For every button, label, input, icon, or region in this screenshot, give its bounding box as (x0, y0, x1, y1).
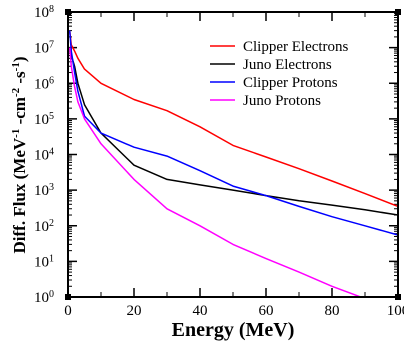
legend-label-0: Clipper Electrons (243, 39, 349, 55)
y-tick-label-0: 100 (34, 289, 54, 307)
legend: Clipper Electrons Juno Electrons Clipper… (210, 39, 349, 109)
x-tick-label-4: 80 (325, 303, 340, 319)
series-line-0 (68, 30, 398, 208)
x-tick-label-3: 60 (259, 303, 274, 319)
y-tick-label-1: 101 (34, 253, 54, 271)
series-line-1 (68, 47, 398, 216)
plot-frame (67, 11, 399, 298)
y-axis-label: Diff. Flux (MeV-1 -cm-2 -s-1) (10, 56, 29, 253)
frame-corner-2 (65, 294, 71, 300)
x-axis-label: Energy (MeV) (172, 319, 295, 341)
series-line-3 (68, 47, 363, 297)
legend-label-3: Juno Protons (243, 93, 321, 109)
y-tick-label-8: 108 (34, 4, 54, 22)
x-tick-label-1: 20 (127, 303, 142, 319)
x-tick-label-2: 40 (193, 303, 208, 319)
y-tick-label-7: 107 (34, 39, 54, 57)
y-tick-label-3: 103 (34, 182, 54, 200)
x-tick-label-5: 100 (387, 303, 404, 319)
frame-corner-3 (395, 294, 401, 300)
y-tick-label-2: 102 (34, 217, 54, 235)
y-tick-label-5: 105 (34, 110, 54, 128)
y-tick-label-6: 106 (34, 75, 54, 93)
series-line-2 (68, 30, 398, 236)
frame-corner-1 (395, 9, 401, 15)
y-tick-label-4: 104 (34, 146, 54, 164)
legend-label-2: Clipper Protons (243, 75, 338, 91)
legend-label-1: Juno Electrons (243, 57, 332, 73)
x-tick-label-0: 0 (64, 303, 72, 319)
frame-corner-0 (65, 9, 71, 15)
